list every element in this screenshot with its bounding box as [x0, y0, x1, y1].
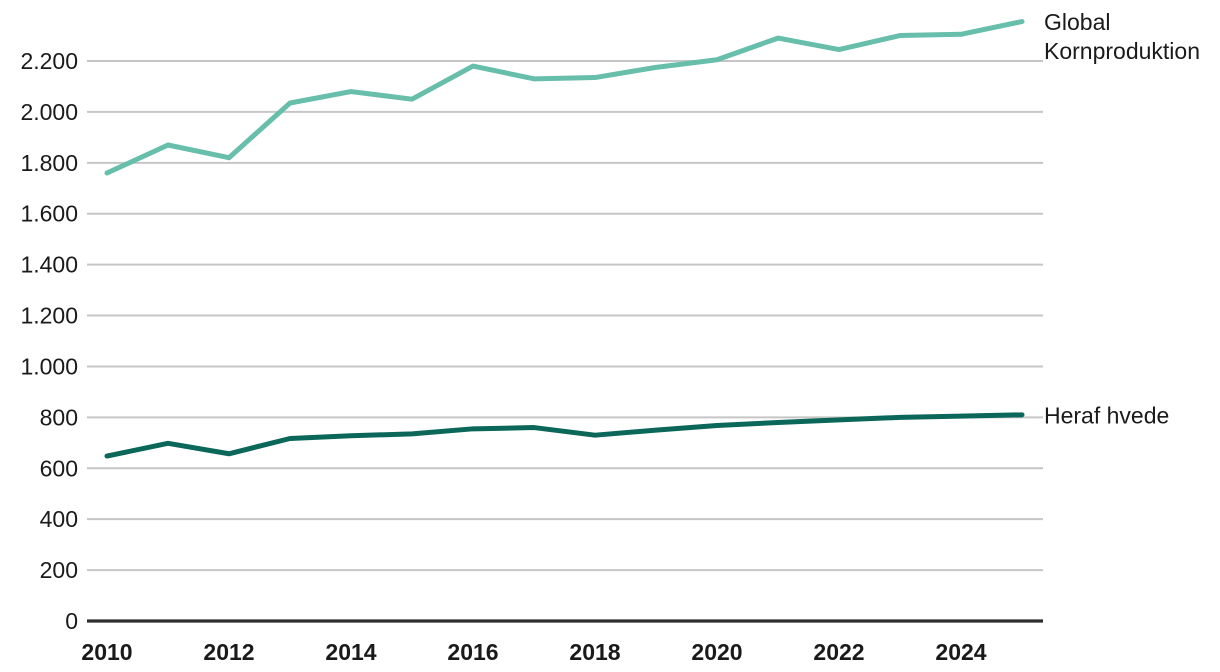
x-axis-labels: 2010 2012 2014 2016 2018 2020 2022 2024	[81, 639, 986, 665]
y-axis-tick-label-1600: 1.600	[20, 201, 78, 227]
y-axis-tick-label-2000: 2.000	[20, 99, 78, 125]
y-axis-tick-label-400: 400	[40, 506, 78, 532]
series-line-global-kornproduktion	[104, 19, 1025, 176]
y-axis-tick-label-1000: 1.000	[20, 353, 78, 379]
y-axis-tick-label-600: 600	[40, 455, 78, 481]
y-axis-tick-label-1200: 1.200	[20, 303, 78, 329]
y-axis-tick-label-1400: 1.400	[20, 252, 78, 278]
x-axis-tick-label-2016: 2016	[447, 639, 498, 665]
series-label-heraf-hvede: Heraf hvede	[1044, 402, 1169, 428]
x-axis-tick-label-2024: 2024	[935, 639, 986, 665]
x-axis-tick-label-2014: 2014	[325, 639, 376, 665]
y-axis-tick-label-1800: 1.800	[20, 150, 78, 176]
y-axis-tick-label-800: 800	[40, 404, 78, 430]
x-axis-tick-label-2012: 2012	[203, 639, 254, 665]
y-axis-tick-label-0: 0	[65, 608, 78, 634]
y-axis-tick-label-200: 200	[40, 557, 78, 583]
y-axis-labels: 0 200 400 600 800 1.000 1.200 1.400 1.600 1.800 2.…	[20, 48, 78, 634]
series-line-heraf-hvede	[104, 412, 1025, 459]
y-axis-tick-label-2200: 2.200	[20, 48, 78, 74]
x-axis-tick-label-2018: 2018	[569, 639, 620, 665]
x-axis-tick-label-2010: 2010	[81, 639, 132, 665]
gridlines	[87, 60, 1043, 572]
series-label-global-kornproduktion: Global Kornproduktion	[1044, 9, 1200, 64]
x-axis-tick-label-2020: 2020	[691, 639, 742, 665]
x-axis-tick-label-2022: 2022	[813, 639, 864, 665]
